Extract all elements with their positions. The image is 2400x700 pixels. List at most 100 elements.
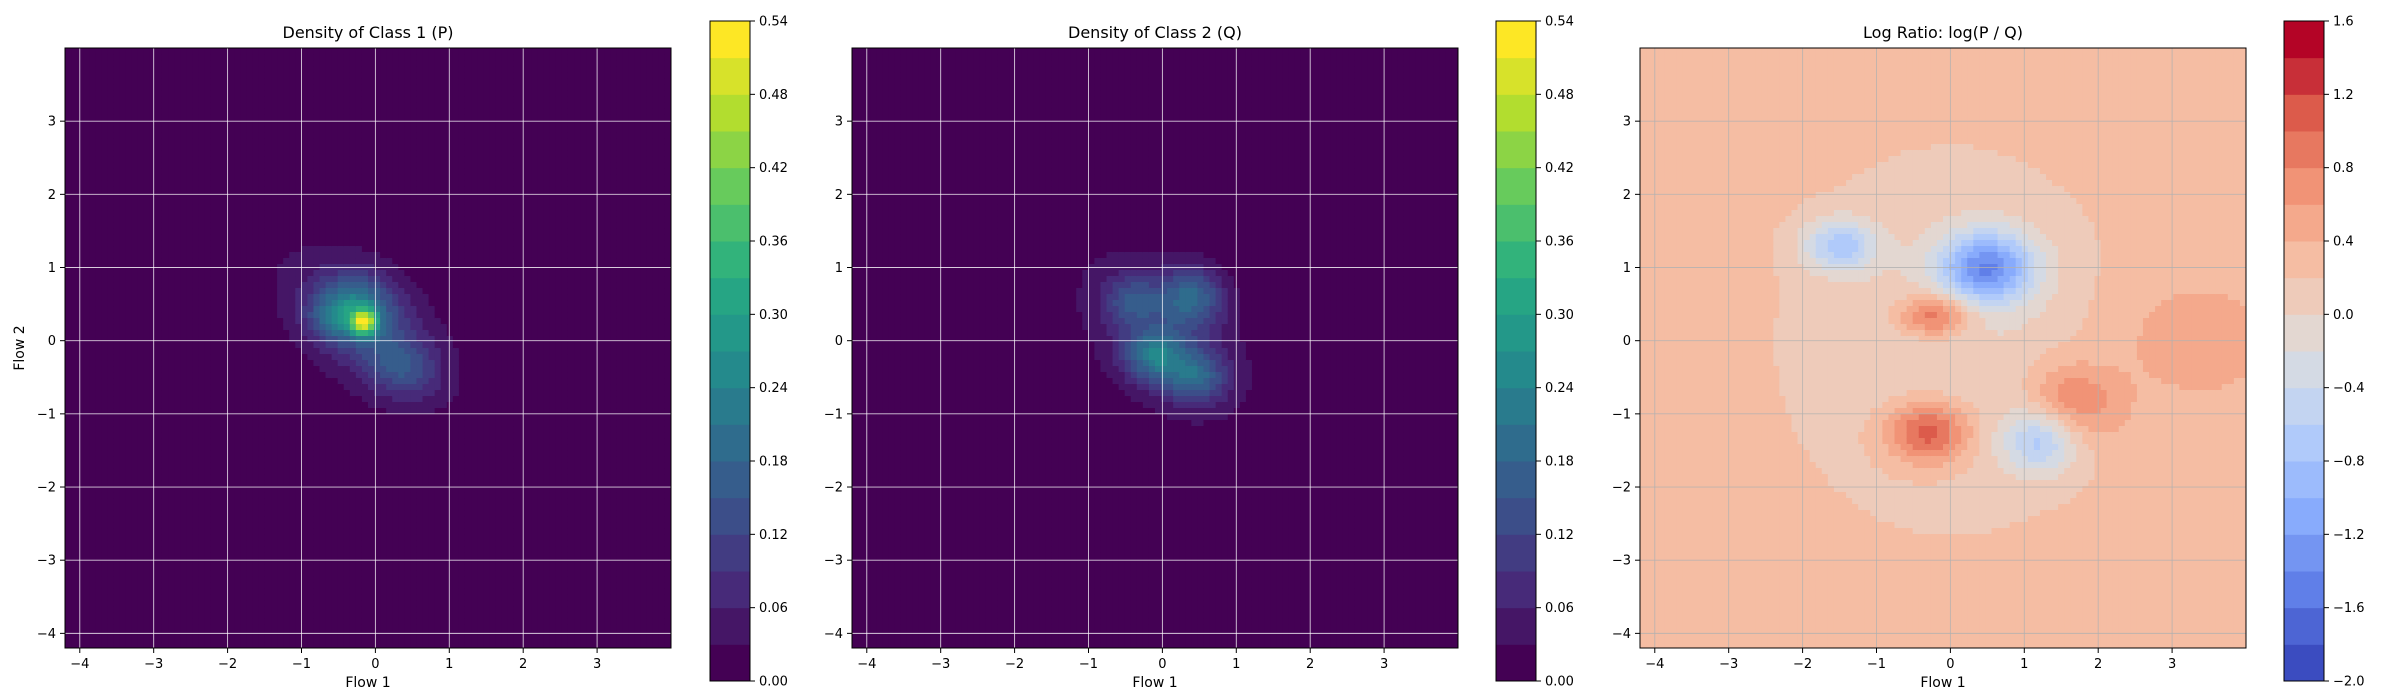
x-tick-label: 1 (2020, 657, 2028, 672)
colorbar-tick-label: 0.12 (759, 528, 788, 543)
colorbar-tick-label: 1.2 (2333, 88, 2354, 103)
y-tick-label: 0 (1623, 334, 1631, 349)
y-tick-label: 1 (835, 261, 843, 276)
colorbar-band (2284, 241, 2324, 279)
heatmap-field (1640, 48, 2246, 648)
colorbar-tick-label: 0.30 (1545, 308, 1574, 323)
colorbar: 0.00 0.06 0.12 0.18 0.24 0.30 0.36 0.42 0.48 0.54 (709, 15, 788, 690)
colorbar-band (2284, 21, 2324, 59)
y-tick-label: 3 (1623, 115, 1631, 130)
colorbar-band (2284, 461, 2324, 499)
colorbar-tick-label: 0.00 (1545, 675, 1574, 690)
heatmap-field (65, 48, 671, 648)
colorbar-band (710, 277, 750, 315)
colorbar-tick-label: 0.06 (1545, 601, 1574, 616)
colorbar-band (2284, 167, 2324, 205)
colorbar-band (710, 204, 750, 242)
colorbar-tick-label: 0.12 (1545, 528, 1574, 543)
y-tick-label: −2 (824, 481, 843, 496)
colorbar-band (710, 534, 750, 572)
colorbar-band (710, 57, 750, 95)
y-axis-label: Flow 2 (12, 325, 28, 370)
colorbar-band (2284, 607, 2324, 645)
x-tick-label: 2 (1306, 657, 1314, 672)
x-tick-label: 1 (1232, 657, 1240, 672)
colorbar-band (710, 314, 750, 352)
x-tick-label: 1 (445, 657, 453, 672)
colorbar-band (1496, 461, 1536, 499)
colorbar-band (2284, 57, 2324, 95)
colorbar-band (710, 351, 750, 389)
colorbar-band (710, 644, 750, 682)
y-tick-label: −4 (1612, 627, 1631, 642)
x-axis-label: Flow 1 (1920, 675, 1965, 691)
colorbar-band (1496, 387, 1536, 425)
colorbar-band (1496, 277, 1536, 315)
y-tick-label: −4 (37, 627, 56, 642)
x-tick-label: −4 (1645, 657, 1664, 672)
x-tick-label: 0 (1158, 657, 1166, 672)
colorbar-band (2284, 644, 2324, 682)
colorbar-tick-label: 0.30 (759, 308, 788, 323)
y-tick-label: −3 (37, 554, 56, 569)
colorbar-band (2284, 131, 2324, 169)
colorbar-band (2284, 277, 2324, 315)
colorbar-tick-label: 0.8 (2333, 161, 2354, 176)
x-tick-label: 2 (2094, 657, 2102, 672)
colorbar-band (1496, 644, 1536, 682)
heatmap-field (852, 48, 1458, 648)
y-tick-label: 0 (835, 334, 843, 349)
x-tick-label: −2 (1793, 657, 1812, 672)
x-tick-label: −1 (1079, 657, 1098, 672)
colorbar-band (710, 131, 750, 169)
y-tick-label: −4 (824, 627, 843, 642)
colorbar-band (1496, 607, 1536, 645)
colorbar-tick-label: 0.42 (1545, 161, 1574, 176)
colorbar-band (1496, 94, 1536, 132)
x-tick-label: −4 (857, 657, 876, 672)
y-tick-label: −1 (1612, 407, 1631, 422)
colorbar: 0.00 0.06 0.12 0.18 0.24 0.30 0.36 0.42 0.48 0.54 (1495, 15, 1574, 690)
x-tick-label: 3 (593, 657, 601, 672)
colorbar-band (710, 607, 750, 645)
colorbar-tick-label: 0.24 (1545, 381, 1574, 396)
colorbar-band (1496, 497, 1536, 535)
colorbar: −2.0 −1.6 −1.2 −0.8 −0.4 0.0 0.4 0.8 1.2 1.6 (2283, 15, 2365, 690)
colorbar-band (710, 167, 750, 205)
colorbar-tick-label: −1.2 (2333, 528, 2365, 543)
colorbar-tick-label: 0.48 (1545, 88, 1574, 103)
colorbar-tick-label: 0.00 (759, 675, 788, 690)
y-tick-label: 1 (48, 261, 56, 276)
colorbar-band (710, 21, 750, 59)
colorbar-tick-label: 0.4 (2333, 235, 2354, 250)
colorbar-band (1496, 57, 1536, 95)
y-tick-label: −3 (824, 554, 843, 569)
x-tick-label: −1 (292, 657, 311, 672)
panel-1: Density of Class 1 (P) −4 −3 −2 −1 0 1 2 3 −4 −3 −2… (12, 15, 788, 692)
colorbar-band (710, 461, 750, 499)
colorbar-tick-label: −0.8 (2333, 455, 2365, 470)
colorbar-band (2284, 314, 2324, 352)
x-tick-label: −4 (70, 657, 89, 672)
y-tick-label: −3 (1612, 554, 1631, 569)
axes-frame (851, 47, 1459, 649)
colorbar-tick-label: −1.6 (2333, 601, 2365, 616)
grid-lines (1640, 48, 2246, 648)
y-tick-label: 2 (48, 188, 56, 203)
colorbar-frame (709, 20, 751, 682)
x-tick-label: 0 (1946, 657, 1954, 672)
x-tick-label: −2 (1005, 657, 1024, 672)
y-tick-label: 3 (835, 115, 843, 130)
colorbar-band (2284, 204, 2324, 242)
colorbar-band (2284, 94, 2324, 132)
chart-title: Log Ratio: log(P / Q) (1863, 23, 2023, 42)
colorbar-band (1496, 534, 1536, 572)
colorbar-tick-label: 0.06 (759, 601, 788, 616)
x-tick-label: 0 (371, 657, 379, 672)
y-tick-label: 2 (1623, 188, 1631, 203)
colorbar-tick-label: 0.42 (759, 161, 788, 176)
x-tick-label: 3 (2168, 657, 2176, 672)
y-tick-label: −2 (1612, 481, 1631, 496)
colorbar-band (710, 424, 750, 462)
